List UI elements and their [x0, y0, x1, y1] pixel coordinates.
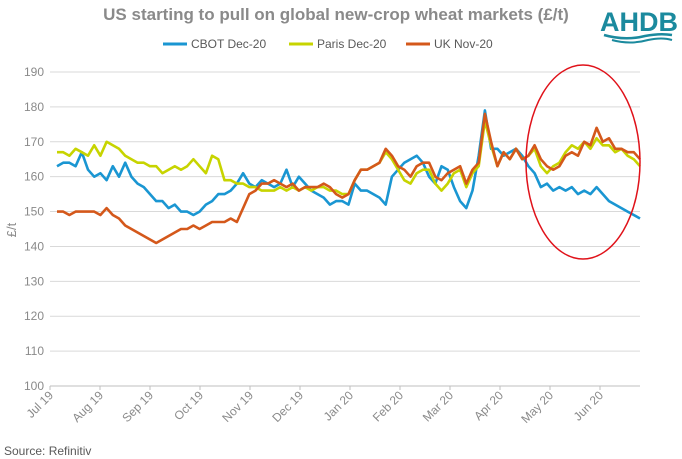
legend: CBOT Dec-20 Paris Dec-20 UK Nov-20	[163, 37, 493, 51]
legend-label: Paris Dec-20	[317, 37, 387, 51]
y-tick-label: 160	[24, 170, 44, 184]
y-axis-label: £/t	[4, 222, 19, 237]
x-tick-label: Dec 19	[269, 388, 306, 425]
series-line	[56, 109, 641, 220]
y-axis-ticks: 100 110 120 130 140 150 160 170 180 190	[24, 65, 44, 393]
legend-label: UK Nov-20	[434, 37, 493, 51]
source-note: Source: Refinitiv	[4, 444, 91, 458]
x-tick-label: Feb 20	[370, 388, 407, 425]
x-tick-label: Oct 19	[171, 388, 206, 423]
x-tick-label: Apr 20	[471, 388, 506, 423]
gridlines	[50, 71, 640, 352]
series-lines	[56, 109, 641, 245]
x-tick-label: Aug 19	[69, 388, 106, 425]
logo-swoosh-1	[603, 32, 673, 40]
series-line	[57, 112, 641, 245]
x-tick-label: Mar 20	[420, 388, 457, 425]
y-tick-label: 140	[24, 239, 44, 253]
y-tick-label: 170	[24, 135, 44, 149]
highlight-circle	[525, 64, 641, 260]
legend-label: CBOT Dec-20	[191, 37, 266, 51]
y-tick-label: 130	[24, 274, 44, 288]
x-tick-label: May 20	[518, 388, 556, 426]
logo-text: AHDB	[600, 7, 678, 37]
x-tick-label: Jun 20	[571, 388, 607, 424]
x-tick-label: Jan 20	[321, 388, 357, 424]
ahdb-logo: AHDB	[600, 7, 678, 44]
y-tick-label: 110	[25, 344, 44, 358]
y-tick-label: 150	[24, 205, 44, 219]
x-axis-ticks: Jul 19 Aug 19 Sep 19 Oct 19 Nov 19 Dec 19 Jan …	[24, 386, 607, 426]
x-tick-label: Sep 19	[119, 388, 156, 425]
x-tick-label: Nov 19	[219, 388, 256, 425]
logo-swoosh-2	[611, 37, 673, 44]
y-tick-label: 180	[24, 100, 44, 114]
y-tick-label: 190	[24, 65, 44, 79]
series-line	[57, 119, 641, 196]
y-tick-label: 100	[24, 379, 44, 393]
y-tick-label: 120	[24, 309, 44, 323]
chart-title: US starting to pull on global new-crop w…	[103, 5, 569, 24]
